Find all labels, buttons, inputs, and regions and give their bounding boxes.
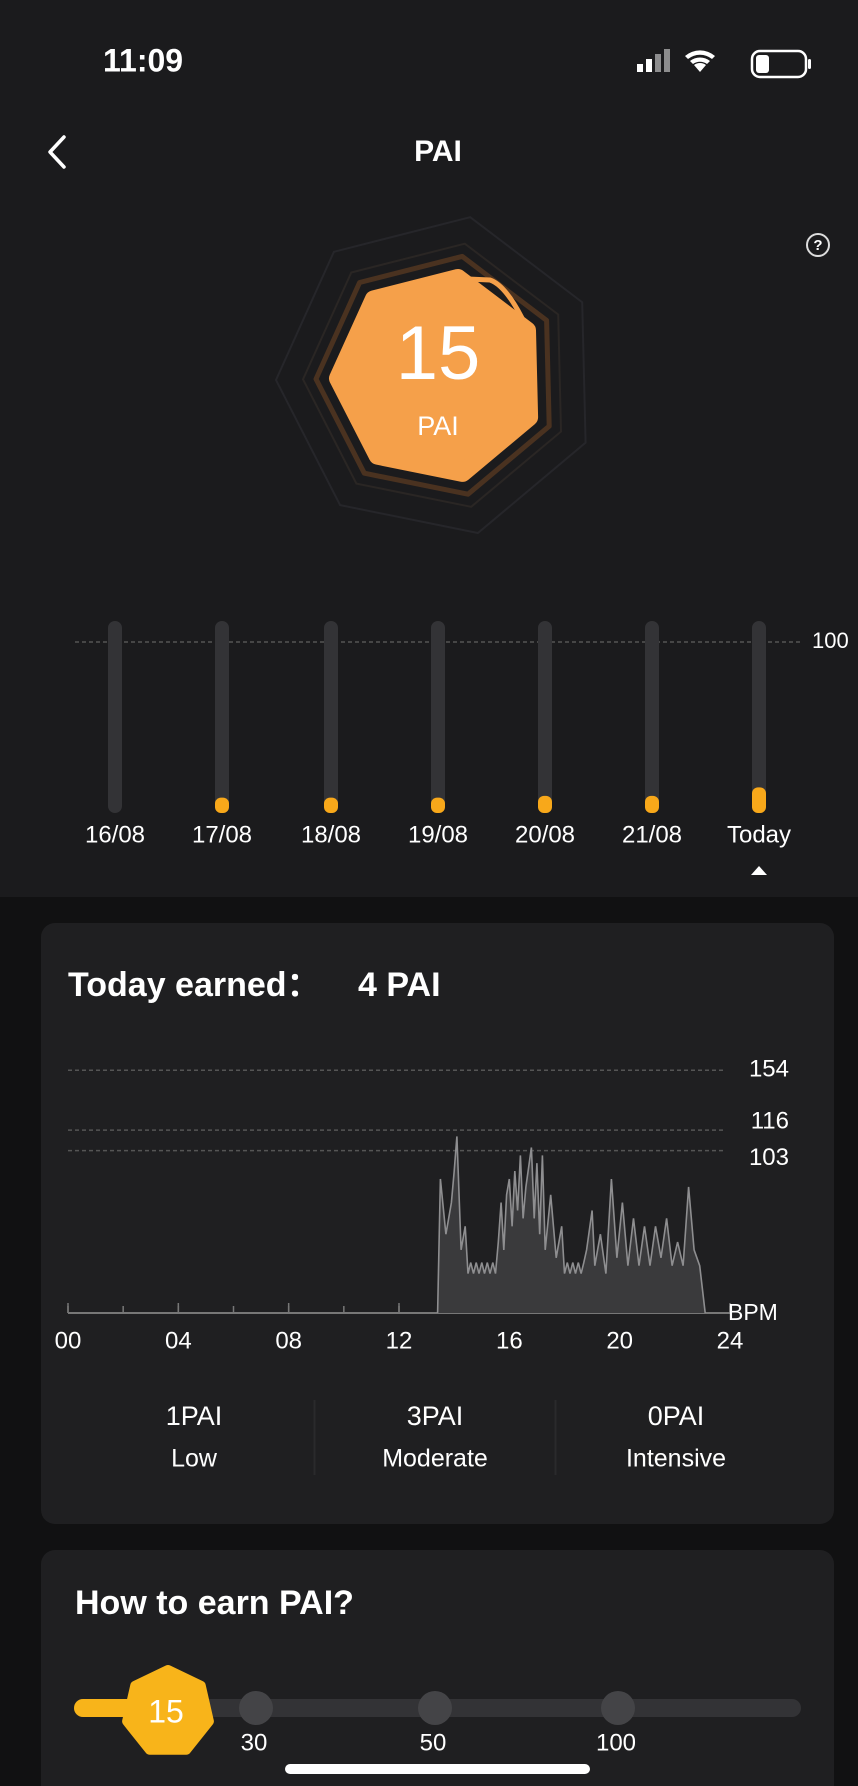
threshold-label: 103 — [749, 1144, 789, 1171]
step-label: 50 — [420, 1729, 447, 1756]
x-tick-label: 16 — [496, 1327, 523, 1354]
bar-track — [215, 621, 229, 813]
slider-step — [601, 1691, 635, 1725]
bar-track — [324, 621, 338, 813]
x-tick-label: 08 — [275, 1327, 302, 1354]
bar — [215, 797, 229, 813]
slider-step — [239, 1691, 273, 1725]
home-indicator — [285, 1764, 590, 1774]
earn-title: How to earn PAI? — [75, 1584, 354, 1622]
bar-track — [108, 621, 122, 813]
reference-label: 100 — [812, 628, 849, 653]
zone-value: 0PAI — [648, 1401, 705, 1431]
step-label: 100 — [596, 1729, 636, 1756]
slider-step — [418, 1691, 452, 1725]
hr-line — [436, 1136, 706, 1314]
header-title: PAI — [414, 135, 462, 168]
selected-indicator — [751, 866, 767, 875]
status-icons — [637, 49, 811, 79]
svg-text:?: ? — [813, 237, 822, 254]
x-tick-label: 04 — [165, 1327, 192, 1354]
mid-ring — [301, 242, 563, 508]
score-value: 15 — [396, 311, 481, 396]
zone-label: Low — [171, 1445, 218, 1473]
bar — [324, 797, 338, 813]
x-tick-label: 00 — [55, 1327, 82, 1354]
day-label: Today — [727, 821, 791, 848]
threshold-label: 116 — [751, 1107, 789, 1134]
bar — [431, 797, 445, 813]
slider-knob — [122, 1665, 214, 1755]
x-tick-label: 20 — [606, 1327, 633, 1354]
today-card — [41, 923, 834, 1524]
earn-card — [41, 1550, 834, 1786]
hr-area — [437, 1136, 706, 1313]
bar-track — [538, 621, 552, 813]
bar-track — [645, 621, 659, 813]
today-title: Today earned： — [68, 966, 321, 1004]
score-unit: PAI — [417, 411, 459, 441]
zone-value: 3PAI — [407, 1401, 464, 1431]
bar-track — [752, 621, 766, 813]
step-label: 30 — [241, 1729, 268, 1756]
bar — [538, 795, 552, 813]
zone-value: 1PAI — [166, 1401, 223, 1431]
day-label: 21/08 — [622, 821, 682, 848]
day-label: 18/08 — [301, 821, 361, 848]
zone-label: Intensive — [626, 1445, 726, 1473]
day-label: 16/08 — [85, 821, 145, 848]
day-label: 19/08 — [408, 821, 468, 848]
day-label: 20/08 — [515, 821, 575, 848]
bar — [752, 787, 766, 813]
slider-current: 15 — [148, 1693, 184, 1729]
zone-label: Moderate — [382, 1445, 488, 1473]
progress-arc — [442, 275, 525, 321]
status-time: 11:09 — [103, 42, 183, 78]
back-button[interactable] — [48, 135, 66, 169]
bar-track — [431, 621, 445, 813]
y-unit: BPM — [728, 1299, 778, 1325]
score-shape — [329, 269, 539, 482]
inner-ring — [313, 253, 552, 497]
x-tick-label: 24 — [717, 1327, 744, 1354]
bar — [645, 795, 659, 813]
outer-ring — [274, 216, 587, 535]
threshold-label: 154 — [749, 1056, 789, 1083]
score-badge — [274, 216, 587, 535]
day-label: 17/08 — [192, 821, 252, 848]
x-tick-label: 12 — [386, 1327, 413, 1354]
help-icon[interactable]: ? — [806, 233, 830, 257]
today-earned: 4 PAI — [358, 966, 441, 1004]
